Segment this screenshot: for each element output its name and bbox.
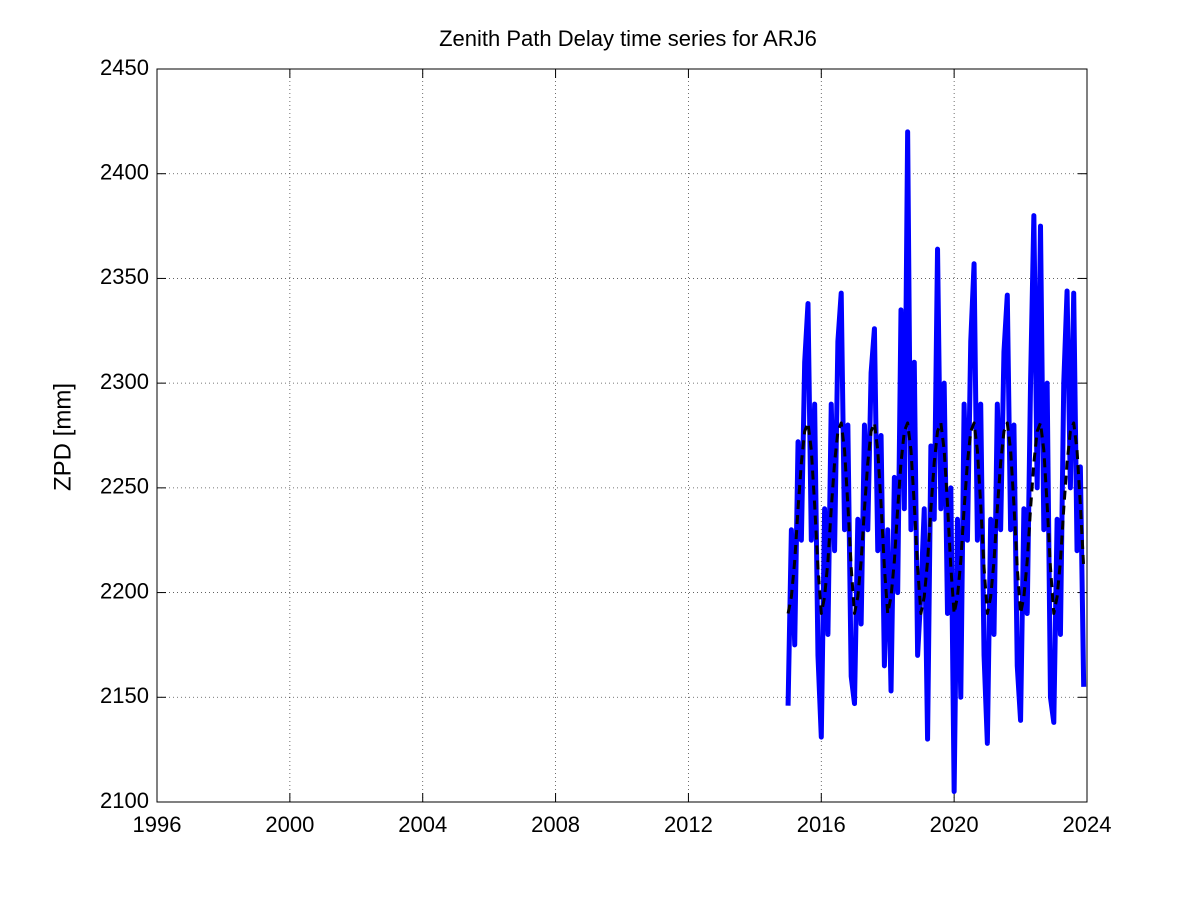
y-tick-label: 2350 [100, 264, 149, 289]
chart-title: Zenith Path Delay time series for ARJ6 [439, 26, 817, 51]
y-axis-label: ZPD [mm] [49, 383, 76, 491]
plot-frame [156, 68, 1088, 803]
series-line [786, 421, 1086, 616]
y-tick-label: 2100 [100, 788, 149, 813]
x-tick-label: 2016 [797, 812, 846, 837]
y-tick-label: 2250 [100, 474, 149, 499]
x-tick-label: 2024 [1063, 812, 1112, 837]
x-tick-label: 2000 [265, 812, 314, 837]
y-tick-label: 2450 [100, 55, 149, 80]
x-tick-label: 2008 [531, 812, 580, 837]
y-tick-label: 2150 [100, 683, 149, 708]
y-tick-label: 2200 [100, 578, 149, 603]
x-tick-label: 1996 [133, 812, 182, 837]
y-tick-label: 2300 [100, 369, 149, 394]
x-tick-label: 2004 [398, 812, 447, 837]
series-line [785, 129, 1087, 795]
x-tick-label: 2012 [664, 812, 713, 837]
x-tick-label: 2020 [930, 812, 979, 837]
y-tick-label: 2400 [100, 160, 149, 185]
